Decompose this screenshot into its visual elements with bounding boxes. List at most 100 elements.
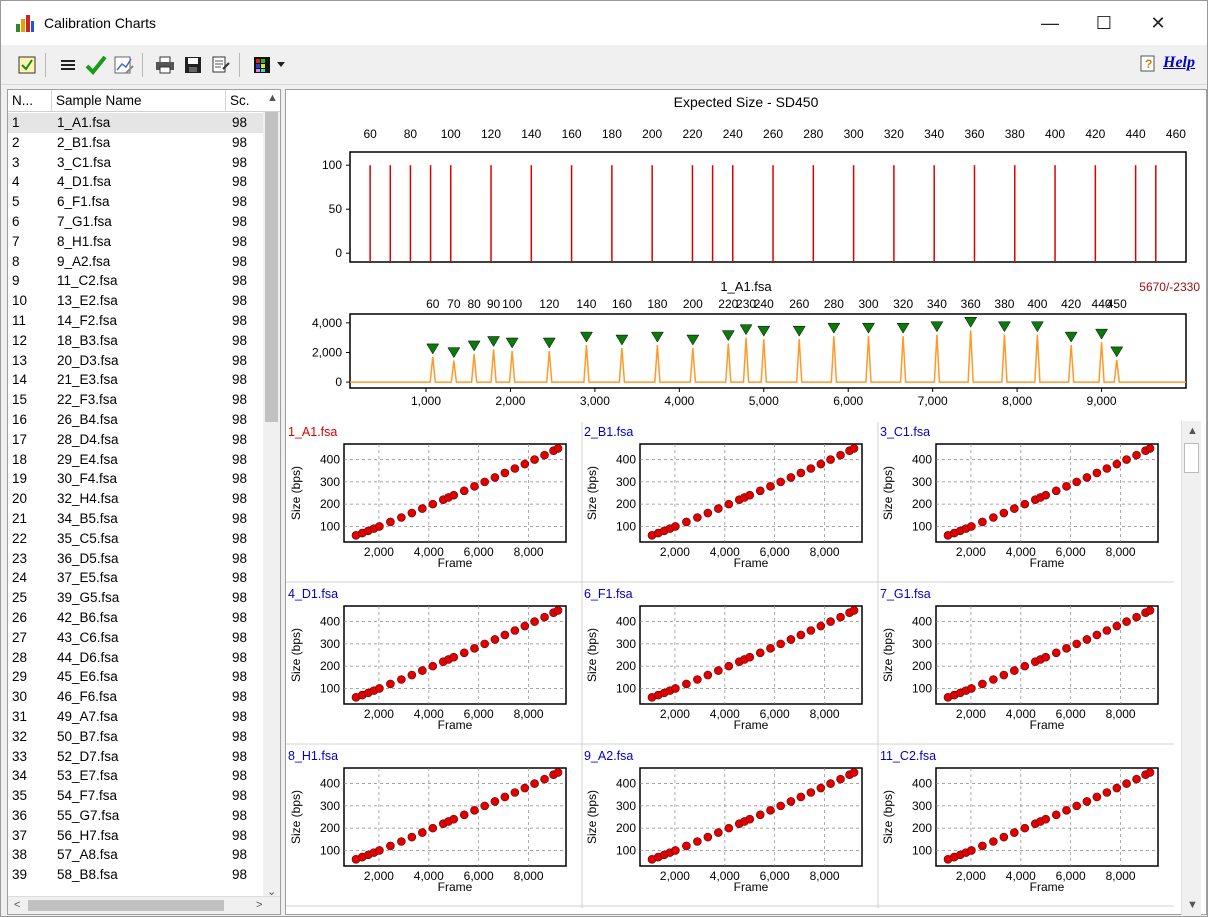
help-label[interactable]: Help [1163, 54, 1195, 71]
list-item[interactable]: 21 34_B5.fsa 98 [8, 509, 264, 529]
list-icon[interactable] [56, 53, 80, 77]
x-tick-label: 4,000 [710, 707, 740, 721]
data-point [1051, 810, 1061, 820]
print-icon[interactable] [153, 53, 177, 77]
column-header-sample-name[interactable]: Sample Name [52, 90, 226, 111]
charts-scroll-down-icon[interactable]: ▼ [1187, 899, 1198, 911]
x-axis-label: Frame [734, 556, 769, 570]
data-point [386, 679, 395, 689]
peak-marker-icon [998, 321, 1011, 333]
list-item[interactable]: 39 58_B8.fsa 98 [8, 865, 264, 885]
column-header-score[interactable]: Sc. [230, 93, 250, 108]
charts-scroll-thumb[interactable] [1184, 443, 1199, 473]
column-header-number[interactable]: N... [8, 90, 52, 111]
list-item[interactable]: 18 29_E4.fsa 98 [8, 450, 264, 470]
y-tick-label: 200 [912, 659, 932, 673]
list-item[interactable]: 38 57_A8.fsa 98 [8, 845, 264, 865]
list-item[interactable]: 33 52_D7.fsa 98 [8, 747, 264, 767]
data-point [1072, 639, 1081, 649]
checkmark-icon[interactable] [84, 53, 108, 77]
list-item[interactable]: 13 20_D3.fsa 98 [8, 351, 264, 371]
help-link[interactable]: ? Help [1139, 54, 1195, 72]
row-number: 34 [12, 768, 28, 784]
data-point [397, 513, 406, 522]
maximize-button[interactable]: ☐ [1095, 12, 1113, 33]
list-item[interactable]: 11 14_F2.fsa 98 [8, 311, 264, 331]
data-point [553, 444, 563, 453]
plot-frame [349, 313, 1187, 389]
list-item[interactable]: 23 36_D5.fsa 98 [8, 549, 264, 569]
y-axis-label: Size (bps) [289, 628, 303, 682]
scroll-down-icon[interactable]: ⌄ [267, 886, 277, 898]
export-icon[interactable] [209, 53, 233, 77]
data-point [786, 797, 796, 806]
color-palette-icon[interactable] [250, 53, 274, 77]
calibration-plot: 2_B1.fsa 2,000 4,000 6,000 8,000 100 200 300 400… [581, 422, 878, 584]
y-axis-label: Size (bps) [289, 466, 303, 520]
list-item[interactable]: 20 32_H4.fsa 98 [8, 489, 264, 509]
scan-range-label: 5670/-2330 [1139, 280, 1200, 294]
data-point [682, 679, 691, 689]
scroll-up-icon[interactable]: ▲ [267, 92, 278, 104]
list-item[interactable]: 4 4_D1.fsa 98 [8, 172, 264, 192]
peak-marker-icon [426, 343, 440, 355]
list-item[interactable]: 1 1_A1.fsa 98 [8, 113, 264, 133]
row-number: 18 [12, 451, 28, 467]
list-item[interactable]: 7 8_H1.fsa 98 [8, 232, 264, 252]
data-point [766, 644, 775, 653]
data-point [714, 828, 723, 837]
list-item[interactable]: 34 53_E7.fsa 98 [8, 766, 264, 786]
charts-vertical-scrollbar[interactable]: ▲ ▼ [1181, 421, 1201, 915]
list-item[interactable]: 12 18_B3.fsa 98 [8, 331, 264, 351]
list-item[interactable]: 36 55_G7.fsa 98 [8, 806, 264, 826]
scroll-right-icon[interactable]: > [256, 899, 263, 911]
sample-name: 4_D1.fsa [57, 174, 112, 190]
list-item[interactable]: 8 9_A2.fsa 98 [8, 252, 264, 272]
y-tick-label: 400 [912, 777, 932, 791]
list-item[interactable]: 19 30_F4.fsa 98 [8, 469, 264, 489]
list-item[interactable]: 10 13_E2.fsa 98 [8, 291, 264, 311]
list-item[interactable]: 26 42_B6.fsa 98 [8, 608, 264, 628]
list-item[interactable]: 2 2_B1.fsa 98 [8, 133, 264, 153]
list-item[interactable]: 15 22_F3.fsa 98 [8, 390, 264, 410]
list-item[interactable]: 29 45_E6.fsa 98 [8, 667, 264, 687]
data-point [407, 508, 417, 518]
list-vertical-scrollbar[interactable]: ▲ ⌄ [263, 92, 280, 898]
list-item[interactable]: 22 35_C5.fsa 98 [8, 529, 264, 549]
sample-name: 8_H1.fsa [57, 233, 112, 249]
list-item[interactable]: 17 28_D4.fsa 98 [8, 430, 264, 450]
list-hscroll-thumb[interactable] [28, 900, 224, 911]
list-item[interactable]: 31 49_A7.fsa 98 [8, 707, 264, 727]
data-point [470, 806, 479, 815]
save-icon[interactable] [181, 53, 205, 77]
list-item[interactable]: 30 46_F6.fsa 98 [8, 687, 264, 707]
close-button[interactable]: ✕ [1150, 12, 1166, 33]
data-point [375, 684, 384, 693]
list-item[interactable]: 24 37_E5.fsa 98 [8, 568, 264, 588]
checklist-icon[interactable] [15, 53, 39, 77]
list-item[interactable]: 27 43_C6.fsa 98 [8, 628, 264, 648]
minimize-button[interactable]: — [1041, 12, 1059, 33]
chart-edit-icon[interactable] [112, 53, 136, 77]
peak-marker-icon [686, 334, 700, 346]
list-item[interactable]: 16 26_B4.fsa 98 [8, 410, 264, 430]
row-number: 2 [12, 134, 20, 150]
list-scroll-thumb[interactable] [265, 112, 278, 422]
sample-name: 26_B4.fsa [57, 411, 118, 427]
list-horizontal-scrollbar[interactable]: < > [8, 896, 280, 914]
charts-scroll-up-icon[interactable]: ▲ [1187, 425, 1198, 437]
list-item[interactable]: 37 56_H7.fsa 98 [8, 826, 264, 846]
list-item[interactable]: 35 54_F7.fsa 98 [8, 786, 264, 806]
list-item[interactable]: 25 39_G5.fsa 98 [8, 588, 264, 608]
list-item[interactable]: 14 21_E3.fsa 98 [8, 370, 264, 390]
list-item[interactable]: 3 3_C1.fsa 98 [8, 153, 264, 173]
list-item[interactable]: 6 7_G1.fsa 98 [8, 212, 264, 232]
list-item[interactable]: 5 6_F1.fsa 98 [8, 192, 264, 212]
list-item[interactable]: 9 11_C2.fsa 98 [8, 271, 264, 291]
x-axis-label: Frame [438, 880, 473, 894]
list-item[interactable]: 32 50_B7.fsa 98 [8, 727, 264, 747]
dropdown-arrow-icon[interactable] [274, 53, 288, 77]
sample-name: 36_D5.fsa [57, 550, 119, 566]
scroll-left-icon[interactable]: < [14, 899, 21, 911]
list-item[interactable]: 28 44_D6.fsa 98 [8, 648, 264, 668]
